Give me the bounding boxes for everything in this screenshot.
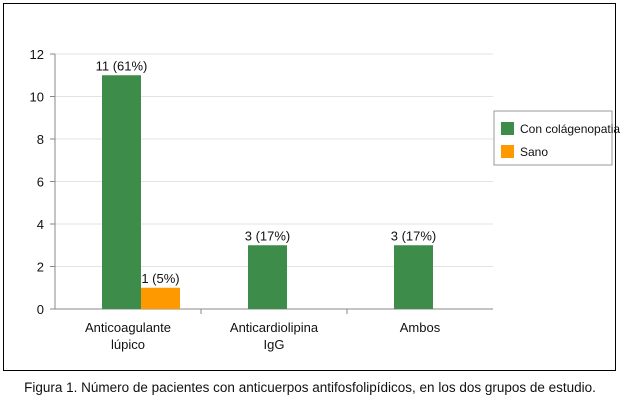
bar — [141, 287, 180, 309]
y-tick-label: 4 — [37, 217, 44, 232]
data-label: 11 (61%) — [96, 58, 148, 73]
data-label: 1 (5%) — [141, 271, 179, 286]
y-tick-label: 6 — [37, 175, 44, 190]
bar — [248, 245, 287, 309]
y-tick-label: 8 — [37, 132, 44, 147]
legend-swatch — [501, 145, 514, 158]
data-label: 3 (17%) — [391, 228, 437, 243]
x-tick-label: IgG — [264, 337, 285, 352]
bar — [102, 75, 141, 309]
y-tick-label: 12 — [30, 47, 44, 62]
x-tick-label: Anticardiolipina — [230, 320, 319, 335]
legend-swatch — [501, 122, 514, 135]
data-label: 3 (17%) — [245, 228, 291, 243]
legend-label: Sano — [520, 145, 548, 159]
x-tick-label: Ambos — [400, 320, 441, 335]
x-tick-label: lúpico — [111, 337, 145, 352]
bar-chart: 0 2 4 6 8 10 12 11 (61%) 1 (5%) Anticoagulante lúp… — [30, 47, 620, 352]
bar — [394, 245, 433, 309]
y-tick-label: 10 — [30, 90, 44, 105]
figure-caption: Figura 1. Número de pacientes con anticu… — [24, 380, 596, 395]
y-tick-label: 0 — [37, 302, 44, 317]
y-tick-label: 2 — [37, 260, 44, 275]
legend-label: Con colágenopatia — [520, 122, 620, 136]
legend-box — [493, 110, 613, 166]
x-tick-label: Anticoagulante — [85, 320, 171, 335]
